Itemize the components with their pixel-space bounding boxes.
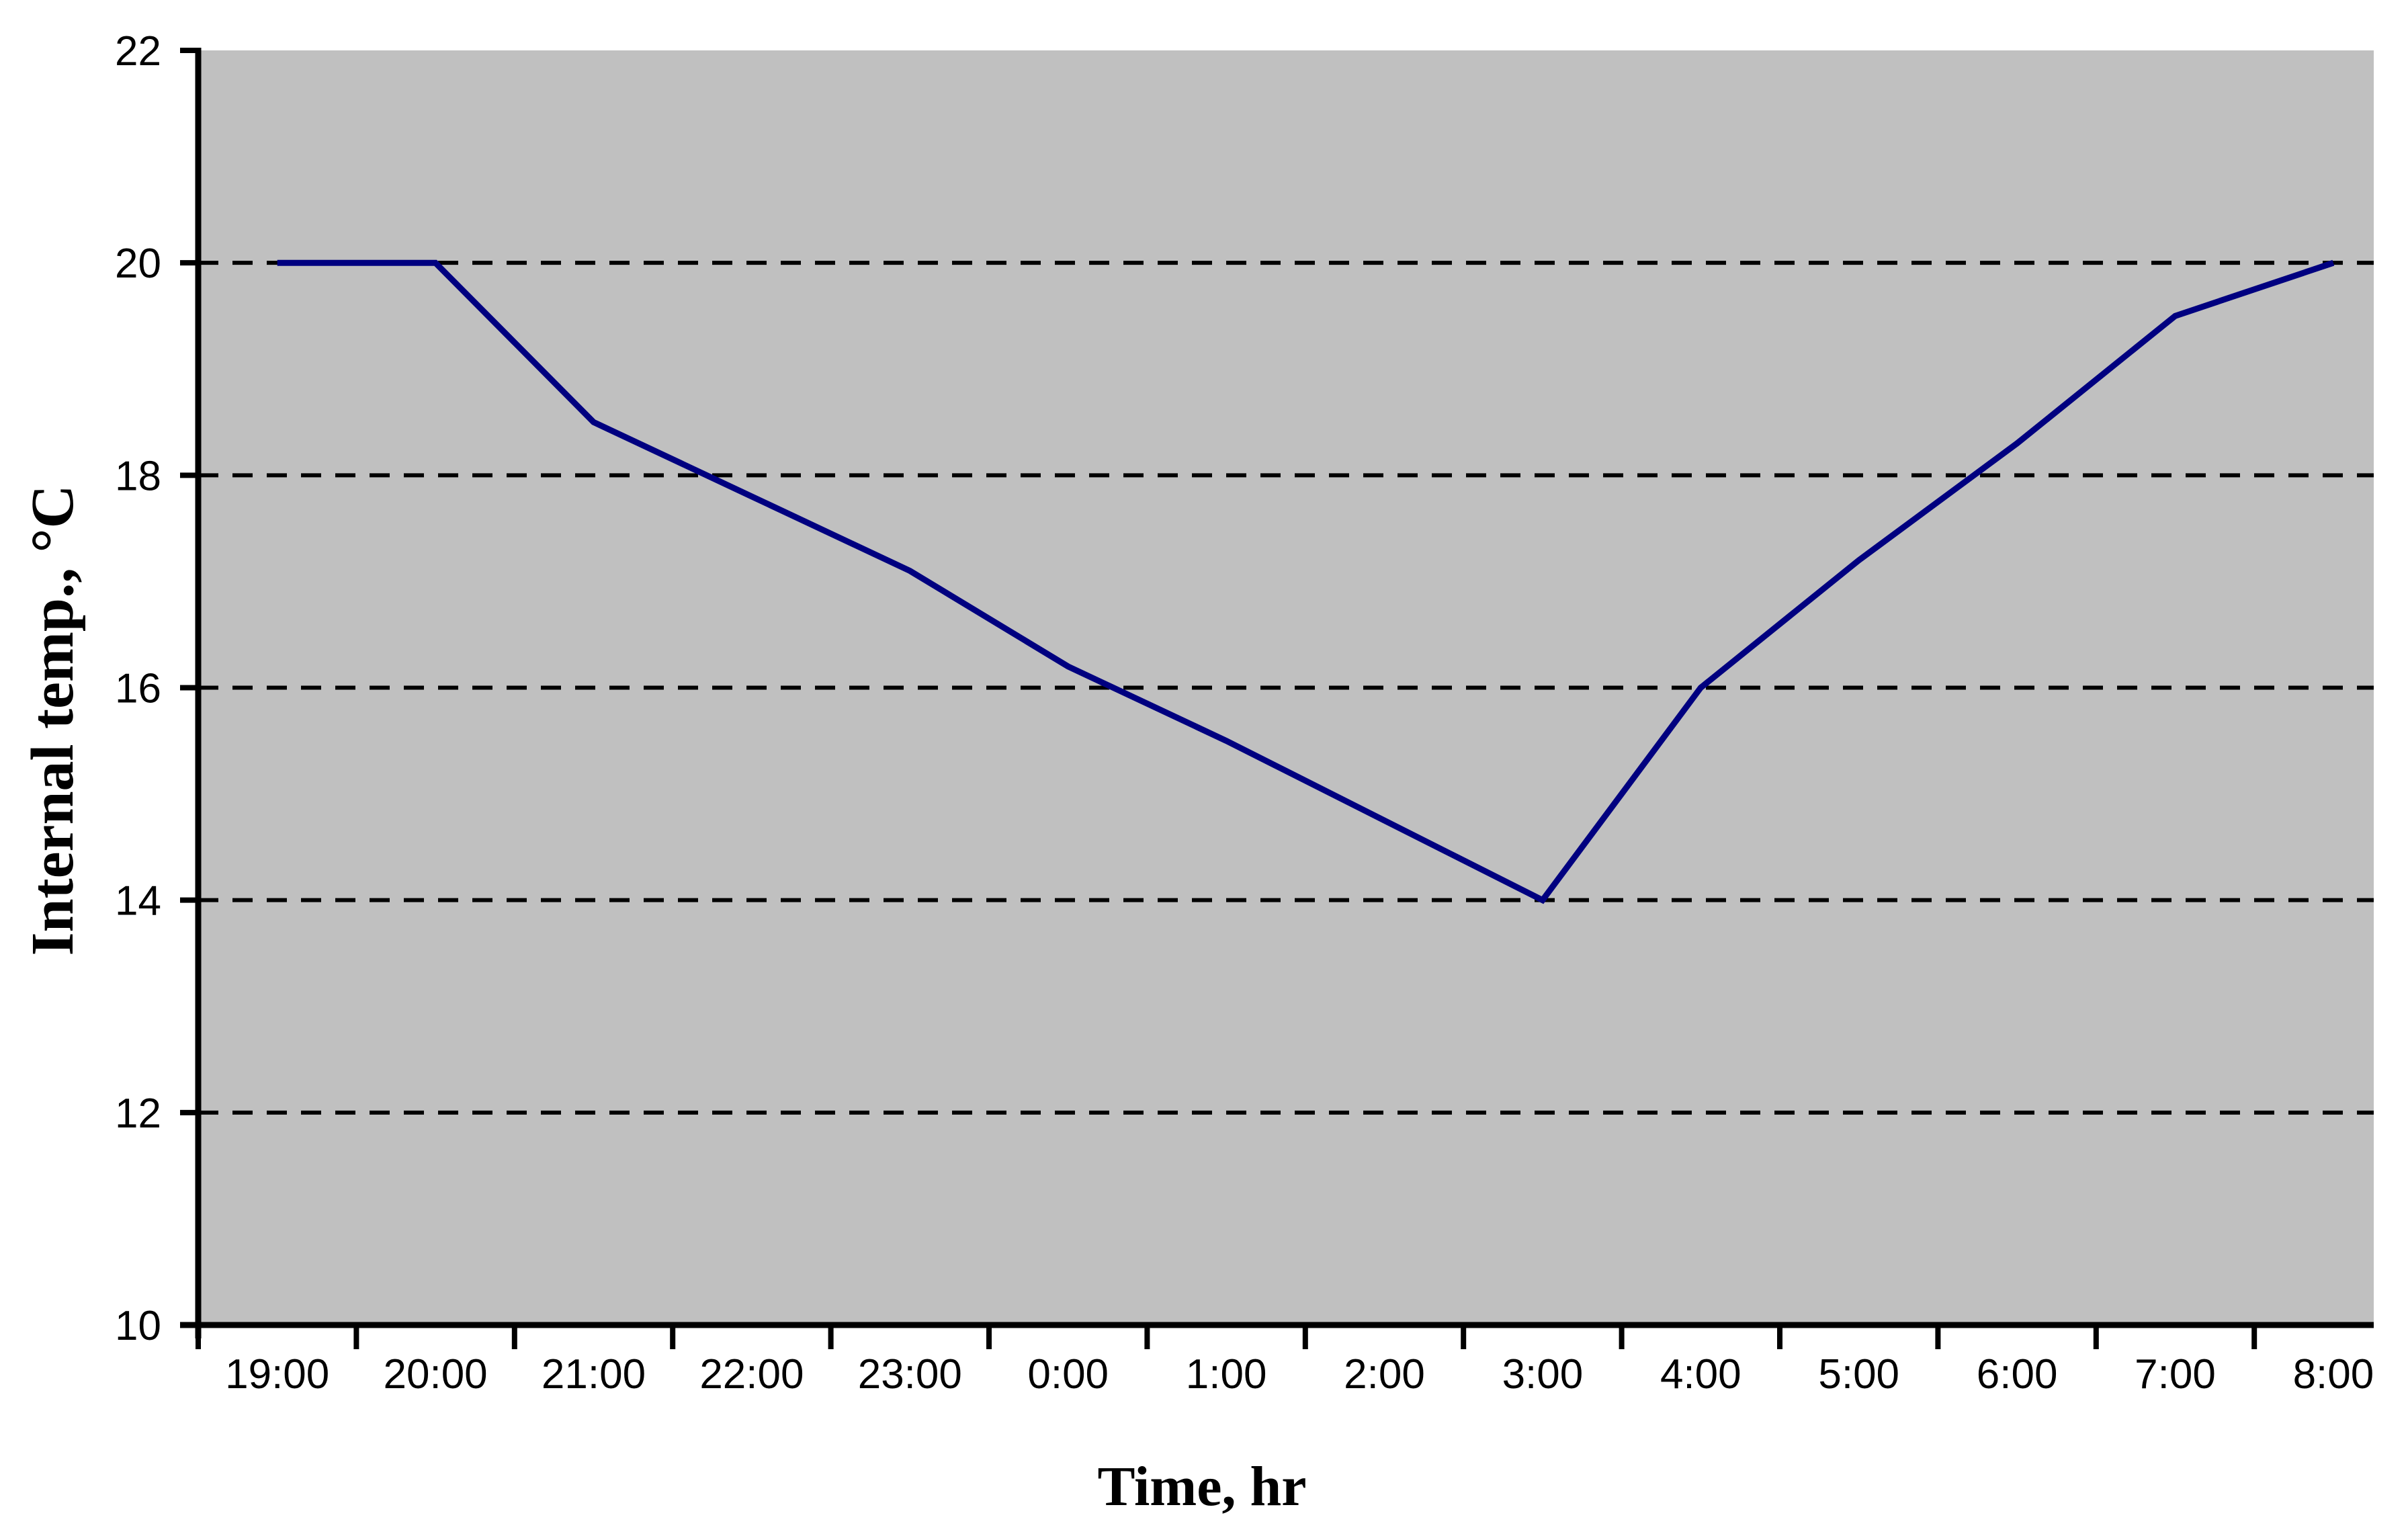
x-tick-label-5:00: 5:00 [1818,1351,1899,1398]
x-axis-tick-labels: 19:00 20:00 21:00 22:00 23:00 0:00 1:00 2:00 3:0… [225,1351,2374,1398]
x-tick-label-4:00: 4:00 [1660,1351,1742,1398]
y-axis-tick-labels: 22 20 18 16 14 12 10 [115,28,161,1349]
x-tick-label-21:00: 21:00 [542,1351,646,1398]
x-tick-label-8:00: 8:00 [2293,1351,2374,1398]
y-axis-title: Internal temp., °C [19,485,86,956]
x-tick-label-7:00: 7:00 [2135,1351,2216,1398]
series-internal-temp- [277,259,2335,904]
x-tick-label-20:00: 20:00 [384,1351,488,1398]
horizontal-gridlines [198,261,2374,1115]
y-tick-label-14: 14 [115,878,161,925]
x-tick-label-23:00: 23:00 [858,1351,962,1398]
y-tick-label-22: 22 [115,28,161,75]
x-tick-label-19:00: 19:00 [225,1351,329,1398]
temperature-series-line [277,259,2335,904]
y-tick-label-20: 20 [115,241,161,287]
y-tick-label-16: 16 [115,666,161,712]
x-tick-label-0:00: 0:00 [1027,1351,1109,1398]
x-axis-title: Time, hr [1097,1455,1306,1518]
x-tick-label-2:00: 2:00 [1344,1351,1425,1398]
x-tick-label-22:00: 22:00 [699,1351,804,1398]
y-tick-label-10: 10 [115,1303,161,1349]
y-tick-label-12: 12 [115,1091,161,1137]
x-tick-label-3:00: 3:00 [1502,1351,1584,1398]
x-tick-label-1:00: 1:00 [1186,1351,1267,1398]
x-tick-label-6:00: 6:00 [1977,1351,2058,1398]
y-axis-tick-marks [180,48,198,1328]
x-axis-tick-marks [196,1325,2258,1349]
y-tick-label-18: 18 [115,453,161,499]
